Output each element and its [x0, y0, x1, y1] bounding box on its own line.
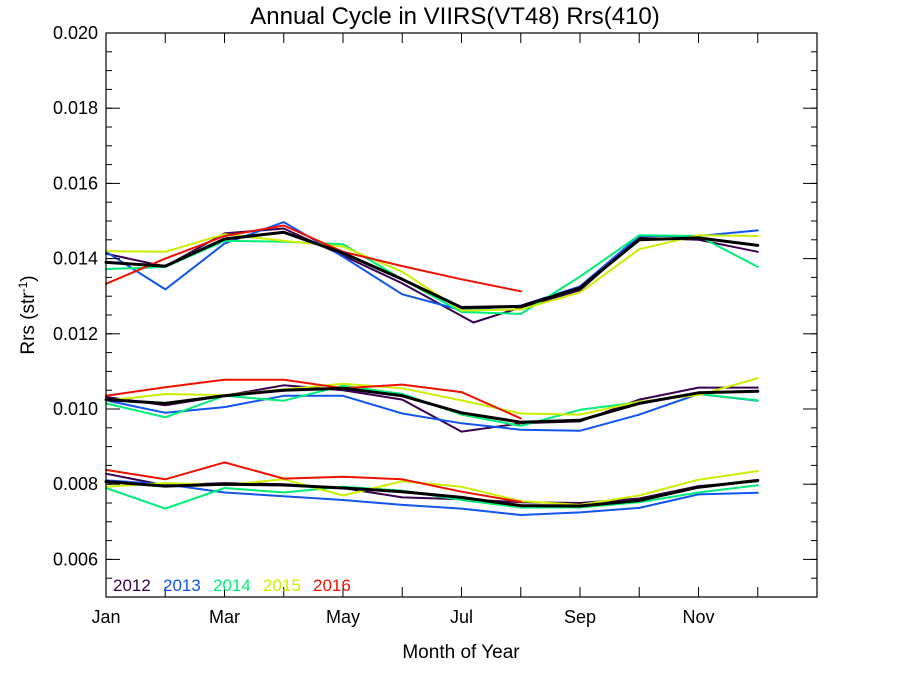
- series-line-2016-band-3: [105, 461, 522, 503]
- series-line-2016-band-1: [105, 224, 522, 293]
- y-axis-label-main: Rrs (str: [18, 292, 39, 355]
- y-axis-label: Rrs (str-1): [16, 275, 39, 354]
- series-line-mean-band-3: [104, 478, 760, 508]
- legend-entry-2014: 2014: [213, 576, 251, 595]
- y-axis: 0.006 0.008 0.010 0.012 0.014 0.016 0.018 0.020: [53, 23, 817, 598]
- y-tick-label: 0.010: [53, 399, 98, 419]
- y-tick-label: 0.020: [53, 23, 98, 43]
- legend-entry-2013: 2013: [163, 576, 201, 595]
- y-tick-label: 0.006: [53, 549, 98, 569]
- y-tick-label: 0.012: [53, 324, 98, 344]
- y-tick-label: 0.008: [53, 474, 98, 494]
- series-line-2016-band-2: [105, 378, 522, 420]
- legend-entry-2012: 2012: [113, 576, 151, 595]
- x-tick-label: May: [326, 607, 360, 627]
- series-line-mean-band-1: [104, 230, 760, 309]
- legend-entry-2016: 2016: [313, 576, 351, 595]
- x-axis-label: Month of Year: [402, 642, 520, 663]
- x-tick-label: Jan: [91, 607, 120, 627]
- x-axis: Jan Mar May Jul Sep Nov: [91, 33, 818, 627]
- series-line-2014-band-1: [105, 234, 759, 315]
- series-line-2012-band-1: [105, 227, 759, 324]
- series-line-2013-band-2: [105, 393, 759, 432]
- y-tick-label: 0.016: [53, 173, 98, 193]
- x-tick-label: Mar: [209, 607, 240, 627]
- y-tick-label: 0.014: [53, 249, 98, 269]
- y-axis-label-close: ): [18, 275, 39, 281]
- legend: 2012 2013 2014 2015 2016: [113, 576, 351, 595]
- legend-entry-2015: 2015: [263, 576, 301, 595]
- series-line-2015-band-1: [105, 233, 759, 312]
- plot-lines: [104, 221, 760, 516]
- chart-title: Annual Cycle in VIIRS(VT48) Rrs(410): [250, 3, 659, 30]
- y-axis-label-sup: -1: [16, 281, 30, 292]
- x-tick-label: Nov: [682, 607, 714, 627]
- y-tick-label: 0.018: [53, 98, 98, 118]
- x-tick-label: Jul: [450, 607, 473, 627]
- series-line-mean-band-2: [104, 386, 760, 424]
- x-tick-label: Sep: [564, 607, 596, 627]
